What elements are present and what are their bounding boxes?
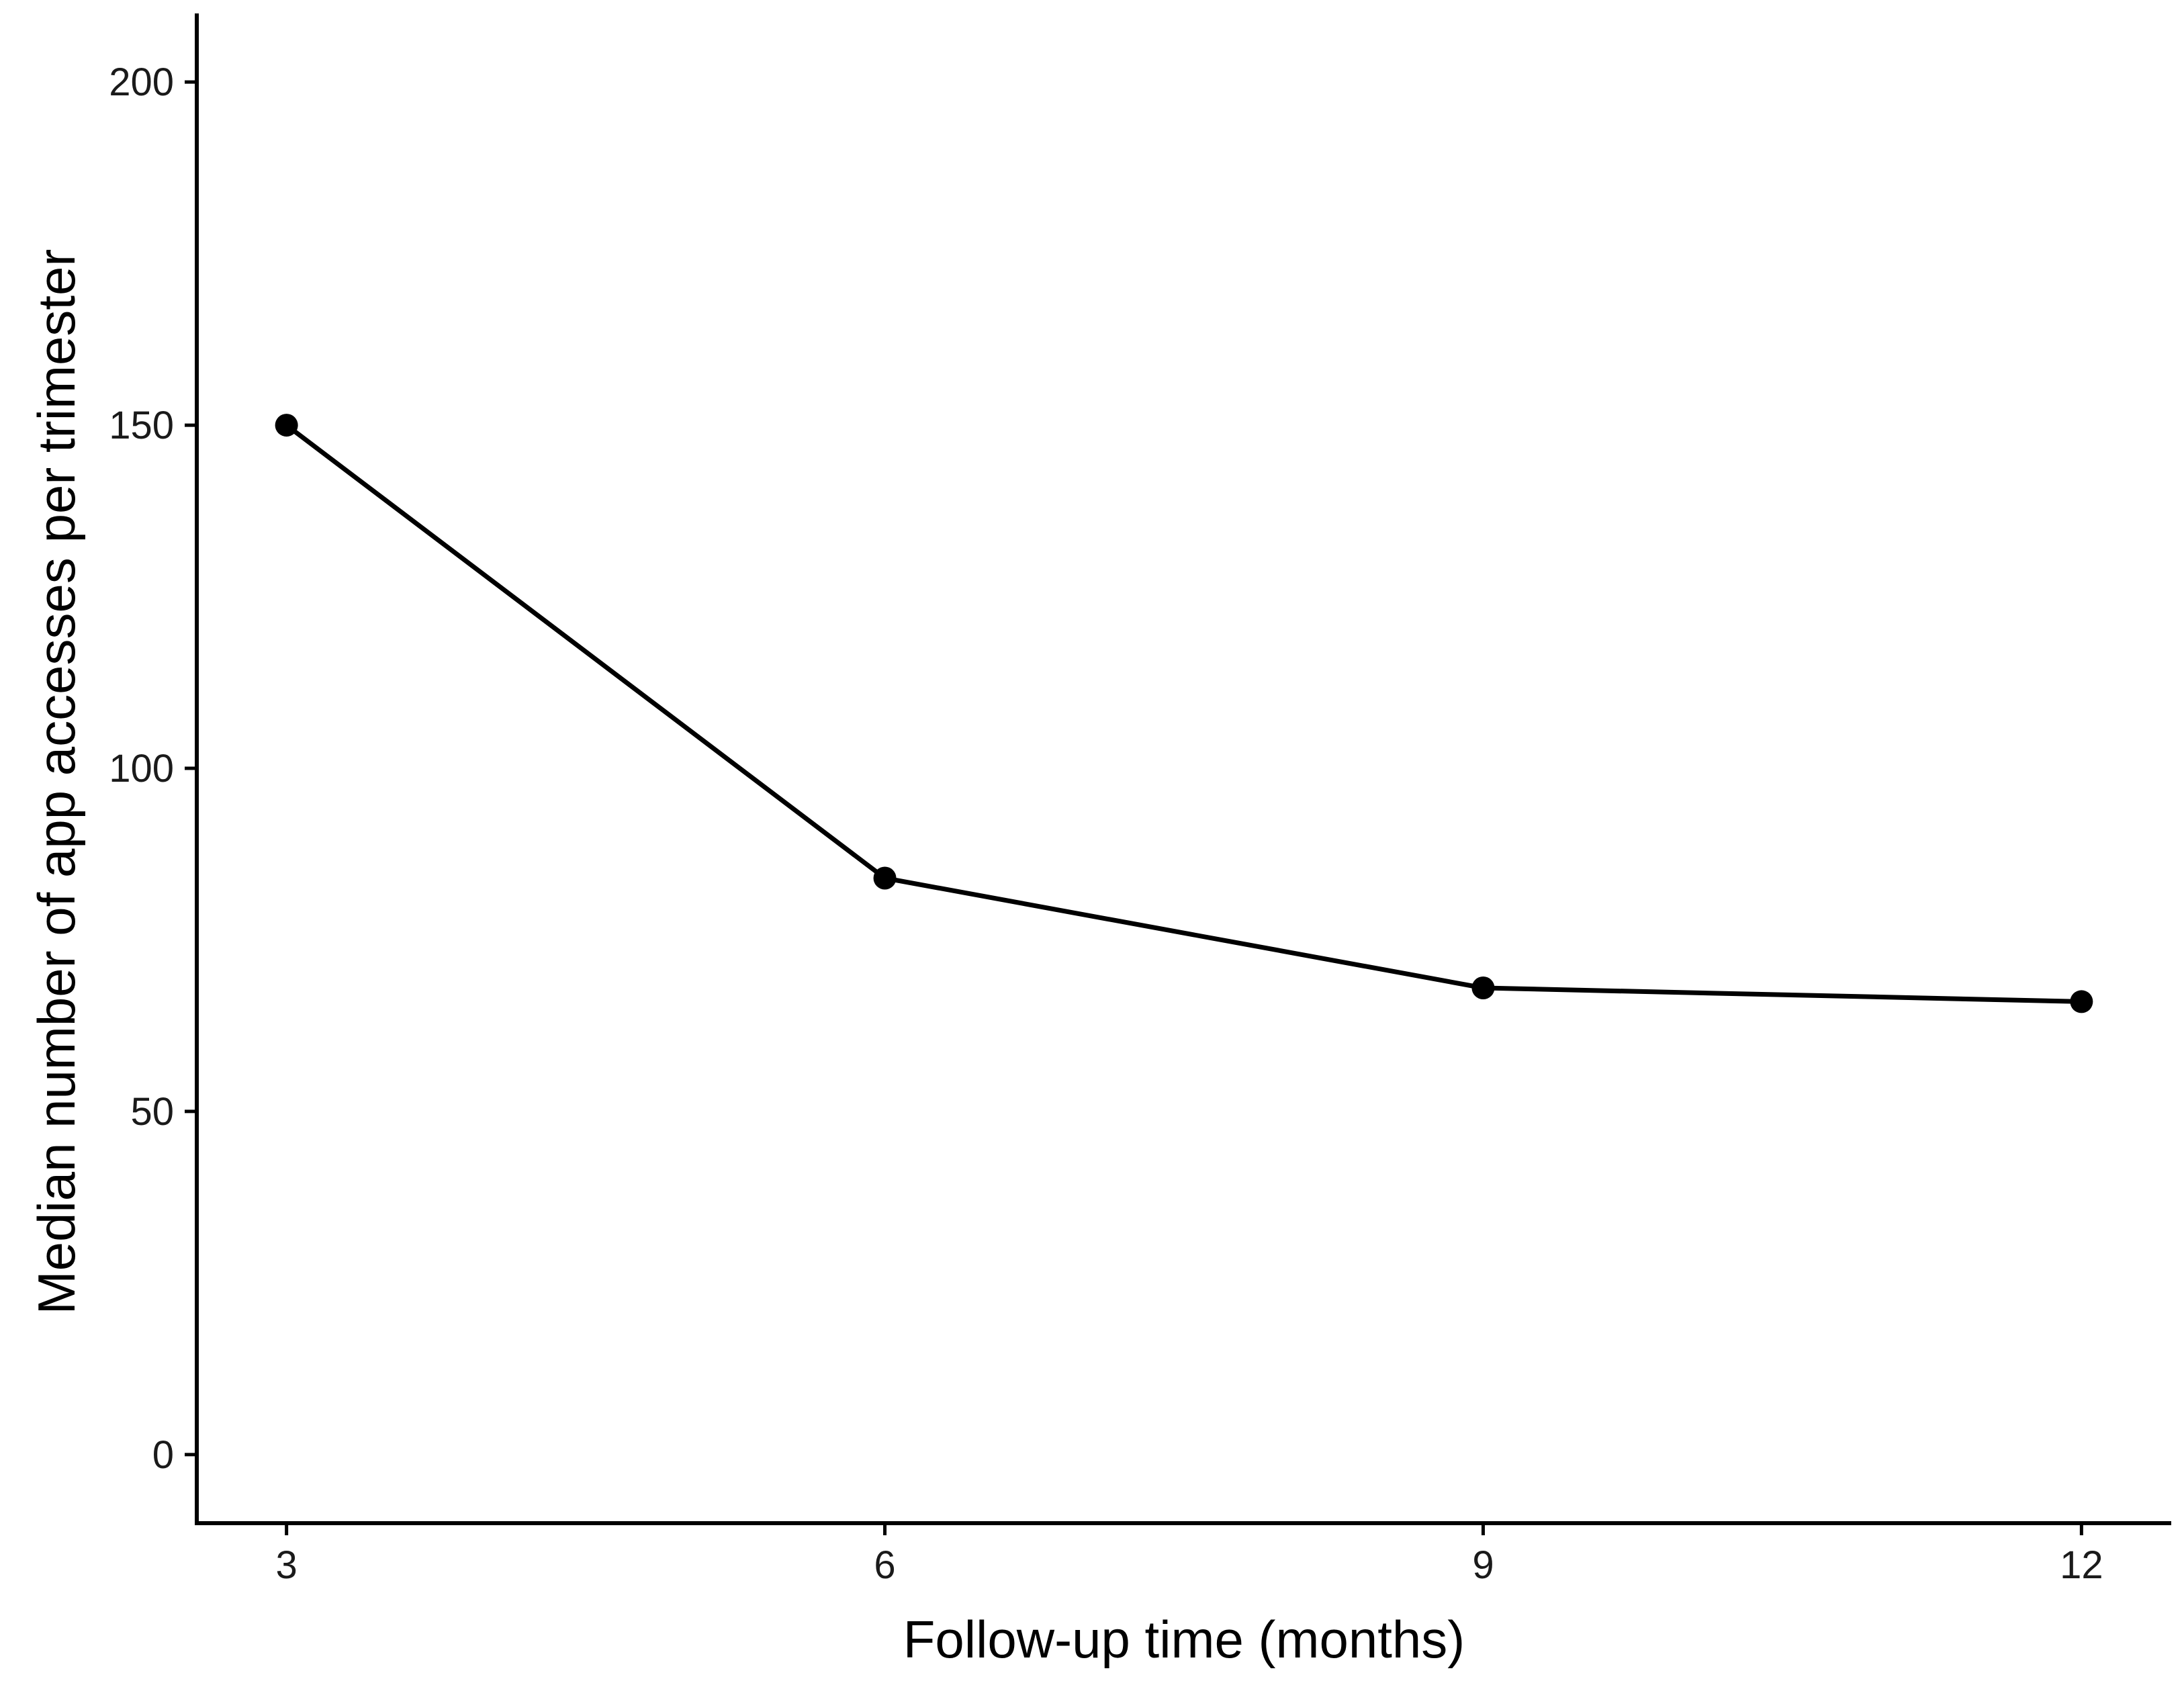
data-point: [1471, 976, 1495, 999]
data-point: [873, 866, 897, 890]
y-axis-ticks: 0 50 100 150 200: [109, 60, 197, 1477]
data-point: [275, 414, 298, 437]
x-axis-ticks: 3 6 9 12: [276, 1523, 2103, 1587]
y-axis-title: Median number of app accesses per trimes…: [27, 249, 86, 1315]
series-group: [275, 414, 2093, 1013]
x-tick-label: 3: [276, 1543, 298, 1587]
data-point: [2070, 990, 2093, 1013]
y-tick-label: 200: [109, 60, 174, 104]
x-tick-label: 9: [1472, 1543, 1494, 1587]
y-tick-label: 50: [130, 1090, 174, 1134]
y-tick-label: 150: [109, 404, 174, 447]
y-tick-label: 0: [152, 1433, 174, 1477]
series-line: [285, 423, 2082, 1004]
x-axis-title: Follow-up time (months): [903, 1610, 1465, 1669]
x-tick-label: 6: [874, 1543, 895, 1587]
x-tick-label: 12: [2060, 1543, 2103, 1587]
axes: [195, 13, 2171, 1525]
y-tick-label: 100: [109, 747, 174, 790]
